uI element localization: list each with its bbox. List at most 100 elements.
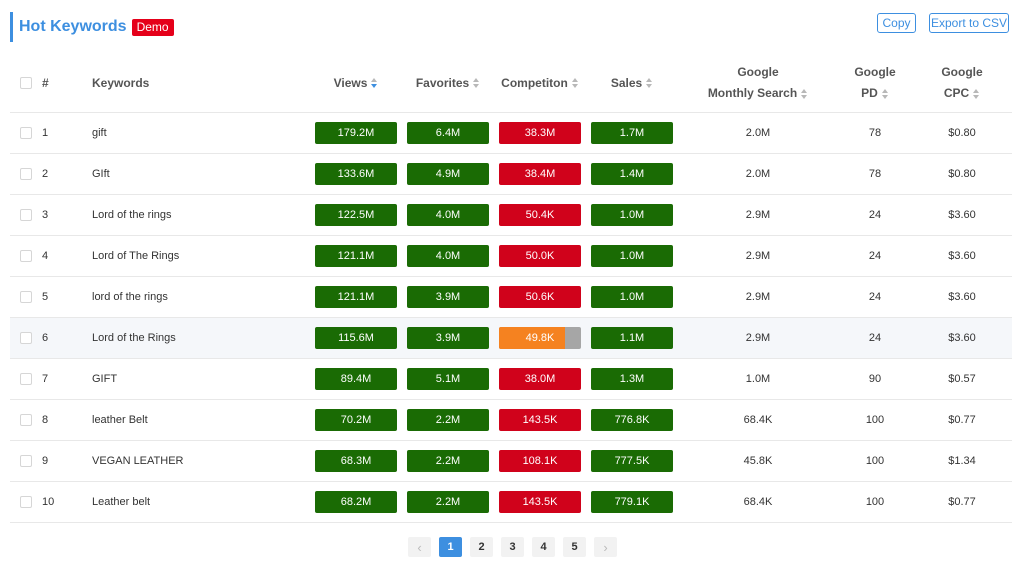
pd-cell: 24 <box>838 317 912 359</box>
favorites-cell: 4.0M <box>402 235 494 277</box>
header-keywords: Keywords <box>92 53 310 113</box>
table-row[interactable]: 2 GIft 133.6M 4.9M 38.4M 1.4M 2.0M 78 $0… <box>10 153 1012 195</box>
sort-icon[interactable] <box>973 88 980 99</box>
sort-icon[interactable] <box>801 88 808 99</box>
row-checkbox[interactable] <box>20 373 32 386</box>
competition-value: 50.6K <box>525 291 555 303</box>
row-checkbox[interactable] <box>20 209 32 222</box>
keyword-cell[interactable]: leather Belt <box>92 399 310 441</box>
favorites-cell: 3.9M <box>402 276 494 318</box>
views-cell: 68.3M <box>310 440 402 482</box>
export-csv-button[interactable]: Export to CSV <box>929 13 1009 33</box>
row-checkbox[interactable] <box>20 496 32 509</box>
views-value: 179.2M <box>337 127 375 139</box>
views-cell: 70.2M <box>310 399 402 441</box>
sales-value: 1.3M <box>619 373 645 385</box>
select-all-checkbox[interactable] <box>20 77 32 90</box>
favorites-cell: 2.2M <box>402 481 494 523</box>
favorites-value: 4.0M <box>435 209 461 221</box>
keyword-cell[interactable]: Leather belt <box>92 481 310 523</box>
table-row[interactable]: 1 gift 179.2M 6.4M 38.3M 1.7M 2.0M 78 $0… <box>10 112 1012 154</box>
header-favorites[interactable]: Favorites <box>402 53 494 113</box>
sales-bar: 779.1K <box>591 491 673 513</box>
copy-button[interactable]: Copy <box>877 13 916 33</box>
table-row[interactable]: 7 GIFT 89.4M 5.1M 38.0M 1.3M 1.0M 90 $0.… <box>10 358 1012 400</box>
competition-value: 38.0M <box>524 373 556 385</box>
competition-bar: 38.0M <box>499 368 581 390</box>
sales-value: 1.7M <box>619 127 645 139</box>
keywords-table: # Keywords Views Favorites Competiton Sa… <box>10 53 1012 523</box>
favorites-bar: 3.9M <box>407 286 489 308</box>
row-checkbox[interactable] <box>20 250 32 263</box>
chevron-left-icon[interactable]: ‹ <box>408 537 431 557</box>
header-competition-label: Competiton <box>501 75 568 90</box>
select-cell <box>10 276 42 318</box>
competition-value: 50.0K <box>525 250 555 262</box>
keyword-cell[interactable]: GIft <box>92 153 310 195</box>
sort-icon[interactable] <box>473 78 480 89</box>
sort-icon[interactable] <box>371 78 378 89</box>
keyword-cell[interactable]: GIFT <box>92 358 310 400</box>
pd-cell: 100 <box>838 399 912 441</box>
favorites-value: 2.2M <box>435 496 461 508</box>
cpc-cell: $0.80 <box>912 153 1012 195</box>
favorites-value: 6.4M <box>435 127 461 139</box>
competition-bar: 50.6K <box>499 286 581 308</box>
table-row[interactable]: 9 VEGAN LEATHER 68.3M 2.2M 108.1K 777.5K… <box>10 440 1012 482</box>
row-checkbox[interactable] <box>20 332 32 345</box>
row-checkbox[interactable] <box>20 455 32 468</box>
favorites-value: 3.9M <box>435 332 461 344</box>
header-views[interactable]: Views <box>310 53 402 113</box>
sales-bar: 1.1M <box>591 327 673 349</box>
header-sales[interactable]: Sales <box>586 53 678 113</box>
keyword-cell[interactable]: Lord of the Rings <box>92 317 310 359</box>
page-button-3[interactable]: 3 <box>501 537 524 557</box>
competition-cell: 38.0M <box>494 358 586 400</box>
row-index: 1 <box>42 112 92 154</box>
row-checkbox[interactable] <box>20 127 32 140</box>
table-row[interactable]: 10 Leather belt 68.2M 2.2M 143.5K 779.1K… <box>10 481 1012 523</box>
sort-icon[interactable] <box>646 78 653 89</box>
competition-bar-fill <box>499 327 565 349</box>
sales-cell: 1.0M <box>586 276 678 318</box>
keyword-cell[interactable]: gift <box>92 112 310 154</box>
header-google-cpc[interactable]: Google CPC <box>912 53 1012 113</box>
table-row[interactable]: 6 Lord of the Rings 115.6M 3.9M 49.8K 1.… <box>10 317 1012 359</box>
select-cell <box>10 317 42 359</box>
header-competition[interactable]: Competiton <box>494 53 586 113</box>
views-bar: 122.5M <box>315 204 397 226</box>
sales-cell: 776.8K <box>586 399 678 441</box>
row-index: 5 <box>42 276 92 318</box>
views-bar: 68.2M <box>315 491 397 513</box>
cpc-cell: $3.60 <box>912 194 1012 236</box>
page-button-5[interactable]: 5 <box>563 537 586 557</box>
page-button-1[interactable]: 1 <box>439 537 462 557</box>
page-title: Hot Keywords <box>19 18 127 35</box>
table-row[interactable]: 5 lord of the rings 121.1M 3.9M 50.6K 1.… <box>10 276 1012 318</box>
page-button-4[interactable]: 4 <box>532 537 555 557</box>
row-checkbox[interactable] <box>20 414 32 427</box>
header-google-monthly-search[interactable]: Google Monthly Search <box>678 53 838 113</box>
sort-icon[interactable] <box>571 78 579 89</box>
favorites-value: 2.2M <box>435 455 461 467</box>
table-row[interactable]: 8 leather Belt 70.2M 2.2M 143.5K 776.8K … <box>10 399 1012 441</box>
keyword-cell[interactable]: Lord of The Rings <box>92 235 310 277</box>
favorites-bar: 4.0M <box>407 245 489 267</box>
row-checkbox[interactable] <box>20 291 32 304</box>
sales-cell: 777.5K <box>586 440 678 482</box>
sales-bar: 1.0M <box>591 245 673 267</box>
favorites-bar: 4.9M <box>407 163 489 185</box>
views-value: 89.4M <box>340 373 372 385</box>
sort-icon[interactable] <box>881 88 889 99</box>
row-checkbox[interactable] <box>20 168 32 181</box>
keyword-cell[interactable]: Lord of the rings <box>92 194 310 236</box>
header-google-pd[interactable]: Google PD <box>838 53 912 113</box>
favorites-cell: 4.9M <box>402 153 494 195</box>
keyword-cell[interactable]: lord of the rings <box>92 276 310 318</box>
keyword-cell[interactable]: VEGAN LEATHER <box>92 440 310 482</box>
table-row[interactable]: 4 Lord of The Rings 121.1M 4.0M 50.0K 1.… <box>10 235 1012 277</box>
table-row[interactable]: 3 Lord of the rings 122.5M 4.0M 50.4K 1.… <box>10 194 1012 236</box>
header-index: # <box>42 53 92 113</box>
page-button-2[interactable]: 2 <box>470 537 493 557</box>
chevron-right-icon[interactable]: › <box>594 537 617 557</box>
